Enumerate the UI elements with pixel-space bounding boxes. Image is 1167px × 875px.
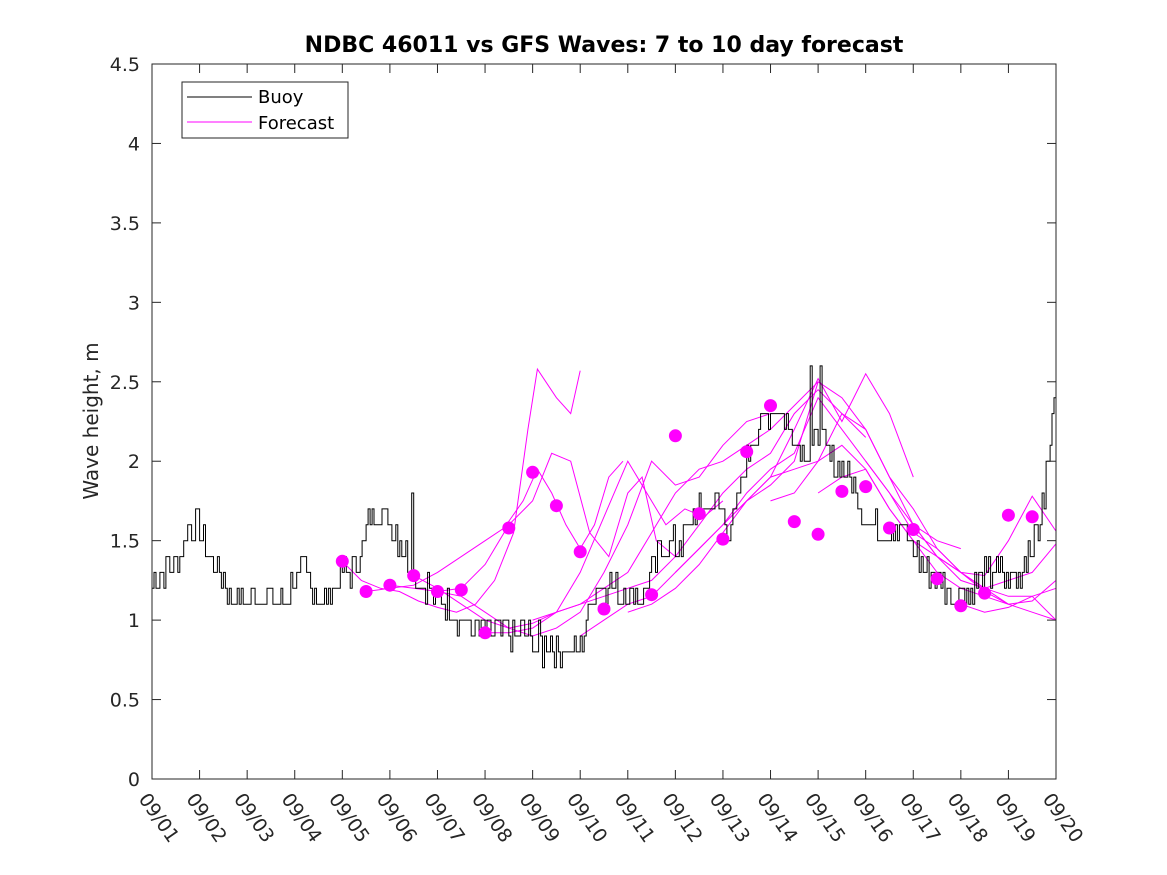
forecast-marker-11 bbox=[573, 545, 587, 559]
forecast-marker-7 bbox=[478, 626, 492, 640]
y-tick-label: 0 bbox=[128, 769, 140, 791]
forecast-line-9 bbox=[627, 381, 961, 613]
axes-frame bbox=[151, 63, 1057, 780]
forecast-marker-9 bbox=[526, 465, 540, 479]
forecast-marker-2 bbox=[359, 585, 373, 598]
forecast-marker-23 bbox=[883, 521, 896, 535]
forecast-marker-8 bbox=[502, 521, 516, 535]
forecast-marker-22 bbox=[859, 480, 873, 494]
forecast-marker-5 bbox=[431, 585, 444, 598]
forecast-marker-3 bbox=[383, 578, 397, 592]
forecast-marker-27 bbox=[978, 586, 992, 600]
y-axis-label: Wave height, m bbox=[79, 342, 103, 499]
forecast-marker-6 bbox=[454, 583, 468, 597]
forecast-marker-14 bbox=[668, 429, 682, 443]
forecast-marker-29 bbox=[1025, 510, 1039, 524]
forecast-marker-16 bbox=[716, 532, 730, 546]
forecast-marker-17 bbox=[740, 445, 754, 459]
forecast-marker-10 bbox=[549, 499, 563, 513]
legend-buoy-label: Buoy bbox=[258, 87, 304, 108]
forecast-marker-15 bbox=[692, 507, 706, 521]
forecast-marker-1 bbox=[335, 554, 349, 568]
y-tick-label: 2.5 bbox=[110, 372, 140, 394]
forecast-marker-18 bbox=[764, 399, 777, 413]
forecast-marker-28 bbox=[1001, 508, 1015, 522]
forecast-marker-4 bbox=[407, 569, 421, 583]
forecast-line-5 bbox=[437, 413, 771, 637]
y-tick-label: 3.5 bbox=[110, 213, 140, 235]
forecast-line-3 bbox=[389, 452, 676, 593]
y-tick-label: 3 bbox=[128, 292, 140, 314]
plot-area bbox=[152, 64, 1056, 779]
legend: Buoy Forecast bbox=[181, 81, 349, 139]
y-tick-label: 1 bbox=[128, 610, 140, 632]
y-tick-label: 4 bbox=[128, 133, 140, 155]
chart-title: NDBC 46011 vs GFS Waves: 7 to 10 day for… bbox=[305, 33, 904, 58]
forecast-marker-13 bbox=[645, 588, 659, 602]
y-tick-label: 1.5 bbox=[110, 531, 140, 553]
buoy-line bbox=[152, 365, 1057, 669]
forecast-marker-12 bbox=[597, 602, 611, 616]
forecast-marker-20 bbox=[811, 527, 825, 541]
forecast-line-16 bbox=[960, 595, 1057, 621]
data-layer bbox=[152, 365, 1057, 669]
forecast-line-4 bbox=[413, 460, 724, 629]
y-tick-label: 4.5 bbox=[110, 54, 140, 76]
forecast-marker-21 bbox=[835, 484, 849, 498]
forecast-marker-25 bbox=[930, 572, 944, 586]
forecast-marker-19 bbox=[787, 515, 801, 529]
legend-box bbox=[181, 81, 349, 139]
legend-forecast-label: Forecast bbox=[258, 113, 334, 134]
forecast-marker-26 bbox=[954, 599, 968, 613]
forecast-marker-24 bbox=[906, 523, 920, 536]
y-tick-label: 2 bbox=[128, 451, 140, 473]
y-tick-label: 0.5 bbox=[110, 690, 140, 712]
